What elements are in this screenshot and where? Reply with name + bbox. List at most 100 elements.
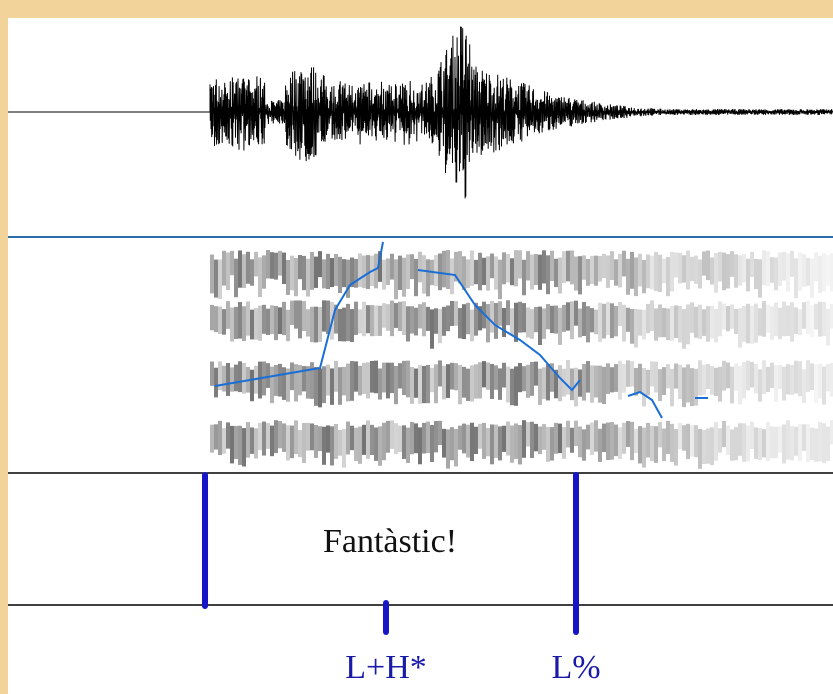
spectrogram-cell — [750, 251, 754, 278]
spectrogram-cell — [346, 259, 350, 298]
spectrogram-cell — [234, 258, 238, 298]
spectrogram-cell — [238, 302, 242, 339]
spectrogram-cell — [774, 426, 778, 459]
spectrogram-cell — [494, 424, 498, 458]
spectrogram-cell — [490, 253, 494, 279]
spectrogram-cell — [414, 258, 418, 297]
spectrogram-cell — [734, 254, 738, 288]
spectrogram-cell — [814, 252, 818, 282]
spectrogram-cell — [746, 425, 750, 462]
spectrogram-cell — [674, 305, 678, 339]
spectrogram-cell — [338, 308, 342, 342]
spectrogram-cell — [770, 426, 774, 459]
spectrogram-cell — [702, 309, 706, 336]
spectrogram-cell — [526, 251, 530, 281]
spectrogram-cell — [234, 306, 238, 339]
spectrogram-cell — [706, 363, 710, 389]
spectrogram-cell — [482, 257, 486, 286]
spectrogram-cell — [534, 253, 538, 286]
spectrogram-cell — [742, 423, 746, 462]
spectrogram-cell — [738, 308, 742, 348]
spectrogram-cell — [418, 364, 422, 404]
spectrogram-cell — [418, 427, 422, 465]
spectrogram-cell — [294, 300, 298, 329]
spectrogram-cell — [518, 425, 522, 465]
spectrogram-cell — [542, 250, 546, 284]
spectrogram-cell — [478, 306, 482, 331]
spectrogram-cell — [310, 306, 314, 343]
spectrogram-cell — [522, 303, 526, 333]
spectrogram-cell — [422, 422, 426, 454]
spectrogram-cell — [522, 259, 526, 296]
spectrogram-cell — [730, 429, 734, 461]
spectrogram-cell — [618, 301, 622, 327]
spectrogram-cell — [814, 428, 818, 462]
spectrogram-cell — [390, 420, 394, 449]
spectrogram-cell — [466, 368, 470, 401]
spectrogram-cell — [422, 302, 426, 337]
spectrogram-cell — [330, 368, 334, 405]
spectrogram-cell — [378, 368, 382, 400]
spectrogram-cell — [766, 251, 770, 286]
spectrogram-cell — [634, 257, 638, 297]
spectrogram-cell — [290, 362, 294, 391]
spectrogram-cell — [262, 421, 266, 456]
panel — [8, 18, 833, 694]
spectrogram-cell — [726, 254, 730, 289]
spectrogram-cell — [226, 252, 230, 291]
spectrogram-cell — [826, 254, 830, 286]
spectrogram-cell — [678, 305, 682, 343]
spectrogram-cell — [634, 367, 638, 396]
spectrogram-cell — [614, 364, 618, 392]
spectrogram-cell — [742, 361, 746, 399]
spectrogram-cell — [550, 305, 554, 334]
spectrogram-cell — [494, 256, 498, 290]
spectrogram-cell — [622, 304, 626, 342]
spectrogram-cell — [330, 258, 334, 288]
spectrogram-cell — [694, 425, 698, 458]
spectrogram-cell — [602, 423, 606, 453]
spectrogram-cell — [446, 305, 450, 332]
spectrogram-cell — [642, 309, 646, 340]
spectrogram-cell — [406, 360, 410, 398]
spectrogram-cell — [818, 363, 822, 399]
spectrogram-cell — [346, 421, 350, 455]
spectrogram-cell — [214, 259, 218, 298]
spectrogram-cell — [394, 365, 398, 405]
spectrogram-cell — [438, 253, 442, 291]
spectrogram-cell — [734, 427, 738, 461]
spectrogram-cell — [522, 420, 526, 458]
spectrogram-cell — [582, 429, 586, 461]
spectrogram-cell — [242, 254, 246, 288]
spectrogram-cell — [782, 424, 786, 464]
spectrogram-cell — [686, 423, 690, 460]
spectrogram-cell — [266, 423, 270, 449]
spectrogram-cell — [302, 255, 306, 291]
spectrogram-cell — [754, 303, 758, 343]
spectrogram-cell — [422, 365, 426, 404]
spectrogram-cell — [810, 363, 814, 391]
spectrogram-cell — [318, 426, 322, 452]
spectrogram-cell — [534, 423, 538, 452]
spectrogram-cell — [598, 428, 602, 462]
spectrogram-cell — [586, 424, 590, 450]
spectrogram-cell — [530, 421, 534, 458]
spectrogram-cell — [670, 305, 674, 341]
spectrogram-cell — [778, 426, 782, 453]
spectrogram-cell — [530, 254, 534, 290]
spectrogram-cell — [698, 259, 702, 289]
spectrogram-cell — [350, 257, 354, 288]
spectrogram-cell — [554, 422, 558, 454]
spectrogram-cell — [486, 256, 490, 291]
spectrogram-cell — [554, 369, 558, 399]
spectrogram-cell — [326, 364, 330, 396]
spectrogram-cell — [374, 427, 378, 461]
spectrogram-cell — [762, 250, 766, 286]
spectrogram-cell — [638, 363, 642, 393]
spectrogram-cell — [518, 301, 522, 333]
spectrogram-cell — [242, 428, 246, 467]
spectrogram-cell — [430, 424, 434, 462]
spectrogram-cell — [806, 424, 810, 463]
spectrogram-cell — [634, 308, 638, 348]
spectrogram-cell — [410, 366, 414, 404]
